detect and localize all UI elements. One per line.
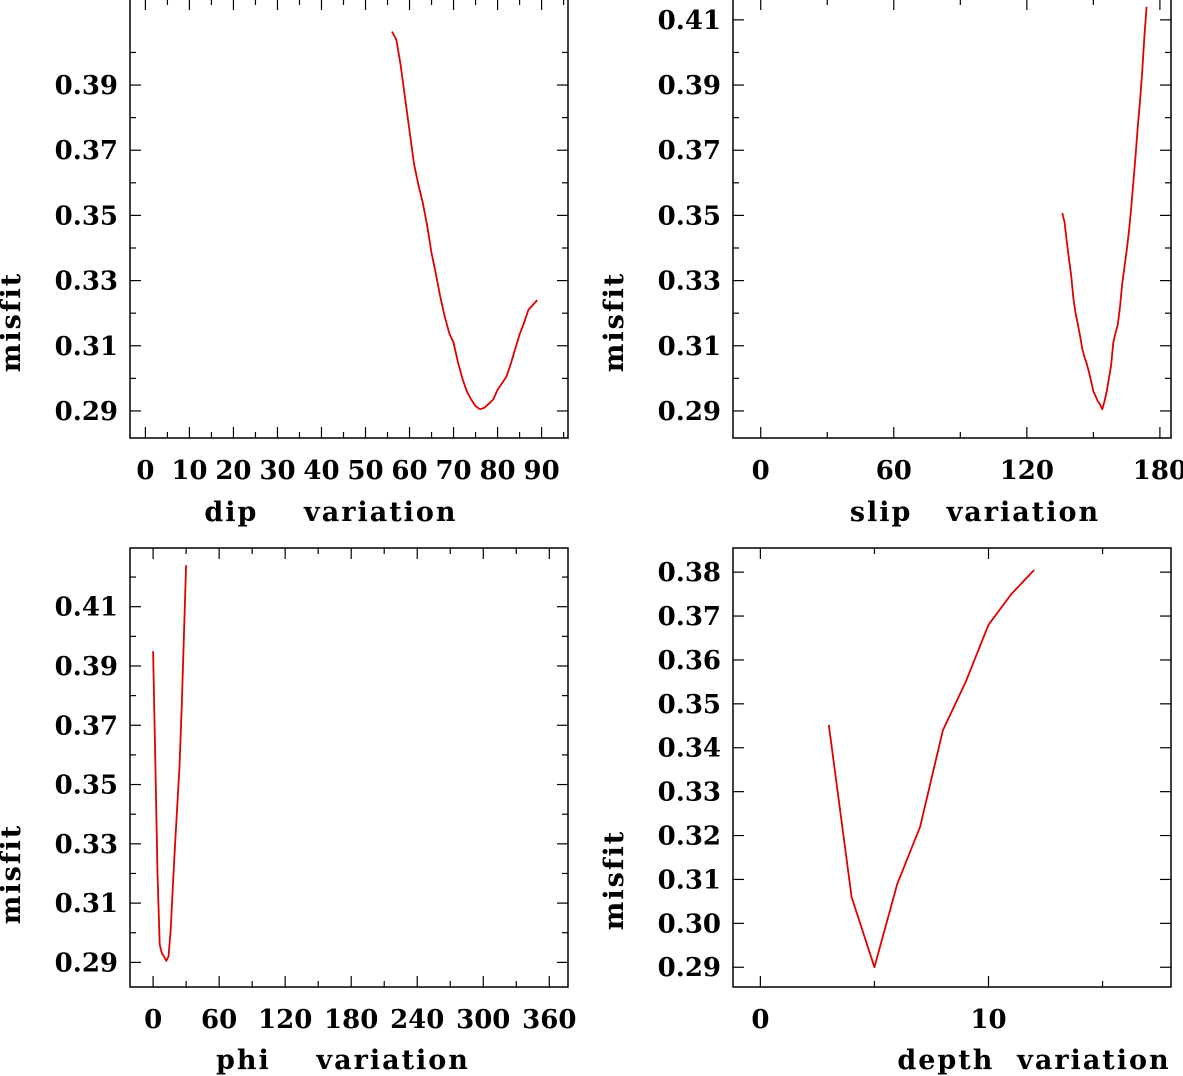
y-tick-label: 0.33 xyxy=(55,267,118,297)
y-tick-label: 0.37 xyxy=(55,711,118,741)
x-tick-label: 300 xyxy=(456,1005,510,1035)
panel-slip: 0.29 0.31 0.33 0.35 0.37 0.39 0.41 0 60 120 180 m… xyxy=(599,0,1183,528)
y-tick-label: 0.31 xyxy=(658,332,721,362)
y-tick-label: 0.29 xyxy=(658,397,721,427)
misfit-curve xyxy=(1061,6,1148,411)
y-tick-label: 0.35 xyxy=(55,771,118,801)
x-ticks: 0 10 20 30 40 50 60 70 80 90 xyxy=(136,0,565,486)
y-tick-label: 0.35 xyxy=(658,690,721,720)
misfit-curve xyxy=(152,565,187,962)
x-tick-label: 360 xyxy=(522,1005,576,1035)
x-tick-label: 120 xyxy=(258,1005,312,1035)
plot-frame xyxy=(129,547,569,988)
x-tick-label: 0 xyxy=(751,1005,769,1035)
x-axis-label: depth variation xyxy=(897,1045,1170,1076)
misfit-curve xyxy=(827,569,1035,969)
y-tick-label: 0.31 xyxy=(658,865,721,895)
y-tick-label: 0.31 xyxy=(55,332,118,362)
y-tick-label: 0.39 xyxy=(55,71,118,101)
x-tick-label: 50 xyxy=(347,456,383,486)
y-tick-label: 0.36 xyxy=(658,646,721,676)
y-tick-label: 0.29 xyxy=(658,953,721,983)
x-tick-label: 40 xyxy=(303,456,339,486)
x-tick-label: 70 xyxy=(435,456,471,486)
x-tick-label: 240 xyxy=(390,1005,444,1035)
y-tick-label: 0.35 xyxy=(658,201,721,231)
y-tick-label: 0.33 xyxy=(55,830,118,860)
x-tick-label: 0 xyxy=(136,456,154,486)
y-tick-label: 0.29 xyxy=(55,397,118,427)
y-axis-label: misfit xyxy=(599,830,630,930)
x-tick-label: 60 xyxy=(201,1005,237,1035)
y-ticks: 0.29 0.31 0.33 0.35 0.37 0.39 xyxy=(55,51,568,427)
y-tick-label: 0.32 xyxy=(658,822,721,852)
y-tick-label: 0.37 xyxy=(658,136,721,166)
x-tick-label: 30 xyxy=(259,456,295,486)
y-tick-label: 0.41 xyxy=(658,6,721,36)
x-tick-label: 60 xyxy=(876,456,912,486)
x-tick-label: 180 xyxy=(324,1005,378,1035)
y-axis-label: misfit xyxy=(0,272,27,372)
y-tick-label: 0.31 xyxy=(55,889,118,919)
y-tick-label: 0.39 xyxy=(55,652,118,682)
panel-dip: 0.29 0.31 0.33 0.35 0.37 0.39 0 10 20 30 40 50 60 70… xyxy=(0,0,569,528)
y-tick-label: 0.33 xyxy=(658,267,721,297)
x-tick-label: 120 xyxy=(1000,456,1054,486)
plot-frame xyxy=(732,547,1172,988)
y-axis-label: misfit xyxy=(599,272,630,372)
y-tick-label: 0.37 xyxy=(55,136,118,166)
y-ticks: 0.29 0.31 0.33 0.35 0.37 0.39 0.41 xyxy=(658,6,1171,427)
x-tick-label: 90 xyxy=(523,456,559,486)
y-axis-label: misfit xyxy=(0,824,27,924)
y-tick-label: 0.39 xyxy=(658,71,721,101)
y-tick-label: 0.41 xyxy=(55,593,118,623)
y-tick-label: 0.30 xyxy=(658,909,721,939)
y-tick-label: 0.33 xyxy=(658,778,721,808)
x-axis-label: slip variation xyxy=(850,497,1100,528)
y-tick-label: 0.38 xyxy=(658,558,721,588)
misfit-curve xyxy=(391,31,538,411)
x-axis-label: dip variation xyxy=(204,497,457,528)
x-ticks: 0 10 xyxy=(751,548,1104,1035)
x-tick-label: 0 xyxy=(144,1005,162,1035)
panel-depth: 0.29 0.30 0.31 0.32 0.33 0.34 0.35 0.36 0.37 0.38… xyxy=(599,547,1172,1076)
y-tick-label: 0.35 xyxy=(55,201,118,231)
x-tick-label: 20 xyxy=(215,456,251,486)
panel-phi: 0.29 0.31 0.33 0.35 0.37 0.39 0.41 0 60 120 180 24… xyxy=(0,547,576,1076)
x-tick-label: 180 xyxy=(1133,456,1183,486)
y-tick-label: 0.29 xyxy=(55,948,118,978)
y-ticks: 0.29 0.30 0.31 0.32 0.33 0.34 0.35 0.36 0.37 0.38 xyxy=(658,558,1171,983)
x-tick-label: 0 xyxy=(752,456,770,486)
plot-frame xyxy=(732,0,1172,439)
y-tick-label: 0.34 xyxy=(658,734,721,764)
x-ticks: 0 60 120 180 240 300 360 xyxy=(144,548,576,1035)
y-tick-label: 0.37 xyxy=(658,602,721,632)
x-axis-label: phi variation xyxy=(216,1045,470,1076)
x-tick-label: 10 xyxy=(970,1005,1006,1035)
y-ticks: 0.29 0.31 0.33 0.35 0.37 0.39 0.41 xyxy=(55,576,568,978)
plot-frame xyxy=(129,0,569,439)
x-tick-label: 10 xyxy=(171,456,207,486)
x-tick-label: 80 xyxy=(479,456,515,486)
x-ticks: 0 60 120 180 xyxy=(752,0,1183,486)
x-tick-label: 60 xyxy=(391,456,427,486)
